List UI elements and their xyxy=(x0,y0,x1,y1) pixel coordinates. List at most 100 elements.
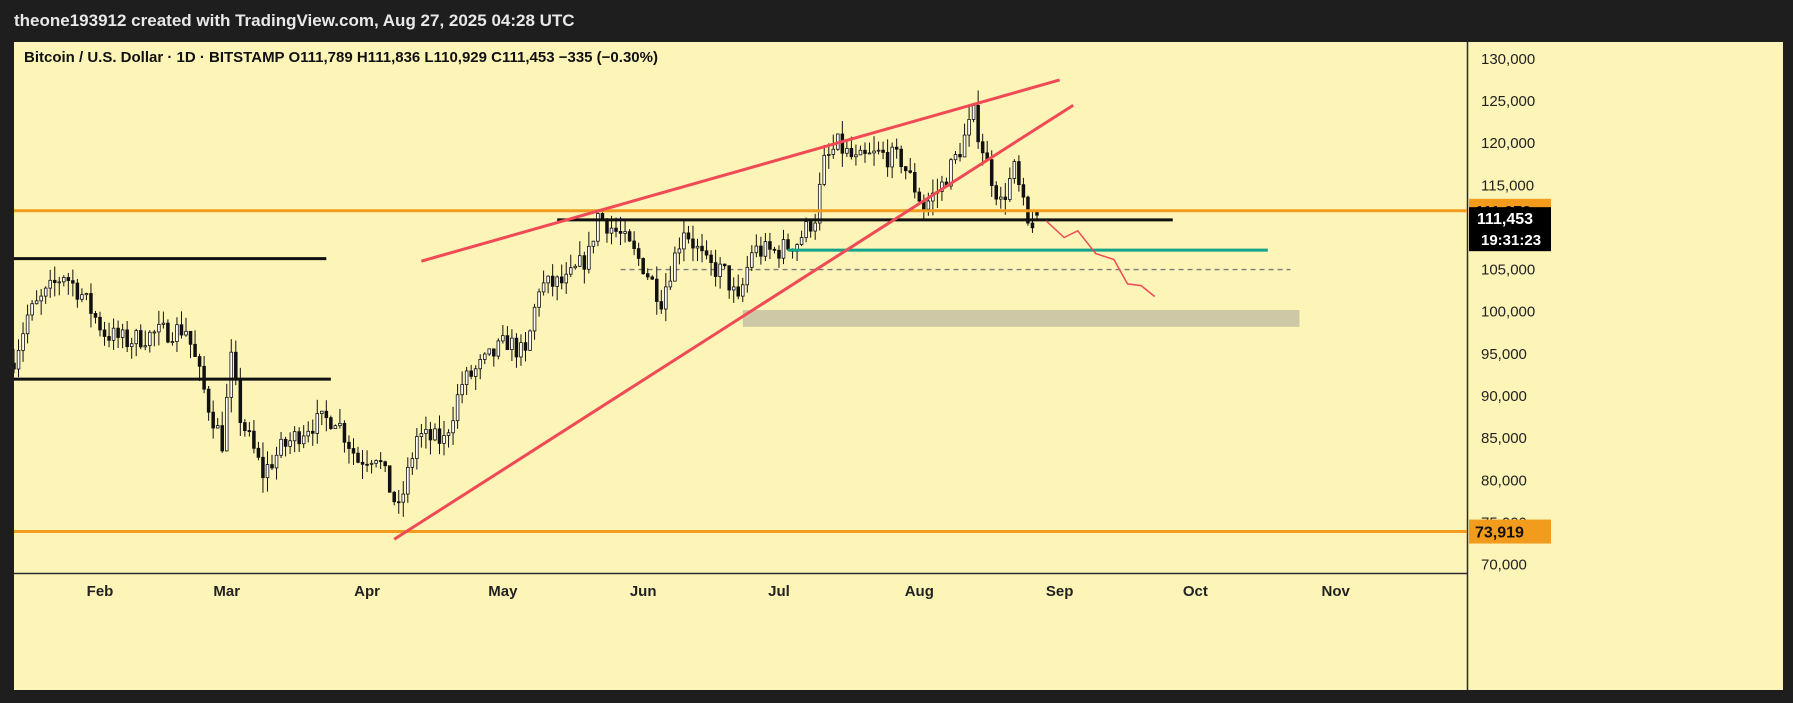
candle[interactable] xyxy=(57,281,62,284)
candle[interactable] xyxy=(215,425,220,429)
candle[interactable] xyxy=(48,279,52,289)
candle[interactable] xyxy=(424,429,428,434)
candle[interactable] xyxy=(80,294,84,300)
candle[interactable] xyxy=(279,438,283,456)
candle[interactable] xyxy=(980,141,985,154)
candle[interactable] xyxy=(125,329,129,348)
candle[interactable] xyxy=(550,275,555,287)
candle[interactable] xyxy=(120,329,125,338)
candle[interactable] xyxy=(98,316,102,331)
candle[interactable] xyxy=(872,150,876,154)
candle[interactable] xyxy=(256,447,261,458)
candle[interactable] xyxy=(514,337,519,358)
candle[interactable] xyxy=(677,248,682,254)
candle[interactable] xyxy=(283,438,288,447)
candle[interactable] xyxy=(632,240,636,249)
candle[interactable] xyxy=(636,248,641,259)
candle[interactable] xyxy=(93,313,98,318)
candle[interactable] xyxy=(197,356,202,367)
projection-path[interactable] xyxy=(1045,220,1156,298)
candle[interactable] xyxy=(224,396,229,452)
candle[interactable] xyxy=(66,277,71,282)
candle[interactable] xyxy=(976,104,980,143)
candle[interactable] xyxy=(501,335,505,342)
candle[interactable] xyxy=(578,255,582,267)
candle[interactable] xyxy=(320,410,324,414)
candle[interactable] xyxy=(71,280,75,284)
candle[interactable] xyxy=(406,466,410,495)
candle[interactable] xyxy=(763,241,768,257)
candle[interactable] xyxy=(673,252,677,282)
candle[interactable] xyxy=(14,362,16,370)
candle[interactable] xyxy=(655,278,659,302)
candle[interactable] xyxy=(89,293,93,314)
candle[interactable] xyxy=(492,348,496,357)
candle[interactable] xyxy=(958,154,962,158)
candle[interactable] xyxy=(582,255,587,270)
candle[interactable] xyxy=(247,430,252,432)
candle[interactable] xyxy=(627,231,632,242)
candle[interactable] xyxy=(292,431,297,442)
candle[interactable] xyxy=(460,384,464,396)
demand-zone[interactable] xyxy=(742,310,1300,327)
candle[interactable] xyxy=(999,196,1003,200)
candle[interactable] xyxy=(315,413,320,434)
candle[interactable] xyxy=(415,436,419,459)
candle[interactable] xyxy=(664,286,668,310)
candle[interactable] xyxy=(433,428,437,441)
candle[interactable] xyxy=(188,330,193,345)
candle[interactable] xyxy=(342,422,347,443)
candle[interactable] xyxy=(392,491,396,503)
candle[interactable] xyxy=(827,154,831,156)
candle[interactable] xyxy=(324,410,329,419)
candle[interactable] xyxy=(890,146,894,168)
candle[interactable] xyxy=(179,324,184,336)
candle[interactable] xyxy=(1017,161,1021,186)
candle[interactable] xyxy=(745,266,750,286)
candle[interactable] xyxy=(650,276,654,280)
candle[interactable] xyxy=(148,331,152,347)
candle[interactable] xyxy=(107,336,111,341)
candle[interactable] xyxy=(541,282,546,293)
candle[interactable] xyxy=(967,119,971,136)
candle[interactable] xyxy=(451,420,455,434)
candle[interactable] xyxy=(564,273,568,284)
candle[interactable] xyxy=(265,464,270,479)
candle[interactable] xyxy=(43,287,48,297)
candle[interactable] xyxy=(378,460,383,463)
candle[interactable] xyxy=(310,430,315,434)
candle[interactable] xyxy=(129,343,134,348)
candle[interactable] xyxy=(437,428,442,444)
candle[interactable] xyxy=(1003,196,1008,200)
candle[interactable] xyxy=(473,368,478,377)
candle[interactable] xyxy=(482,353,487,360)
candle[interactable] xyxy=(496,340,501,357)
price-chart[interactable]: 130,000 125,000 120,000 115,000 105,000 100,0… xyxy=(14,42,1783,690)
candle[interactable] xyxy=(1012,161,1017,179)
candle[interactable] xyxy=(962,134,967,158)
candle[interactable] xyxy=(528,330,532,351)
candle[interactable] xyxy=(799,237,804,245)
candle[interactable] xyxy=(505,335,510,351)
candle[interactable] xyxy=(52,279,57,284)
candle[interactable] xyxy=(645,273,650,278)
candle[interactable] xyxy=(831,148,836,155)
candle[interactable] xyxy=(519,342,523,358)
candle[interactable] xyxy=(591,240,596,247)
candle[interactable] xyxy=(166,322,170,343)
candle[interactable] xyxy=(523,342,528,351)
candle[interactable] xyxy=(618,231,623,234)
candle[interactable] xyxy=(175,324,179,343)
candle[interactable] xyxy=(374,460,378,464)
candle[interactable] xyxy=(455,394,460,422)
candle[interactable] xyxy=(338,422,342,427)
candle[interactable] xyxy=(1021,184,1026,198)
candle[interactable] xyxy=(270,464,274,469)
candle[interactable] xyxy=(329,417,333,430)
candle[interactable] xyxy=(736,286,740,297)
candle[interactable] xyxy=(62,277,66,283)
candle[interactable] xyxy=(587,245,591,270)
candle[interactable] xyxy=(347,441,351,449)
candle[interactable] xyxy=(614,227,618,232)
candle[interactable] xyxy=(442,435,446,444)
